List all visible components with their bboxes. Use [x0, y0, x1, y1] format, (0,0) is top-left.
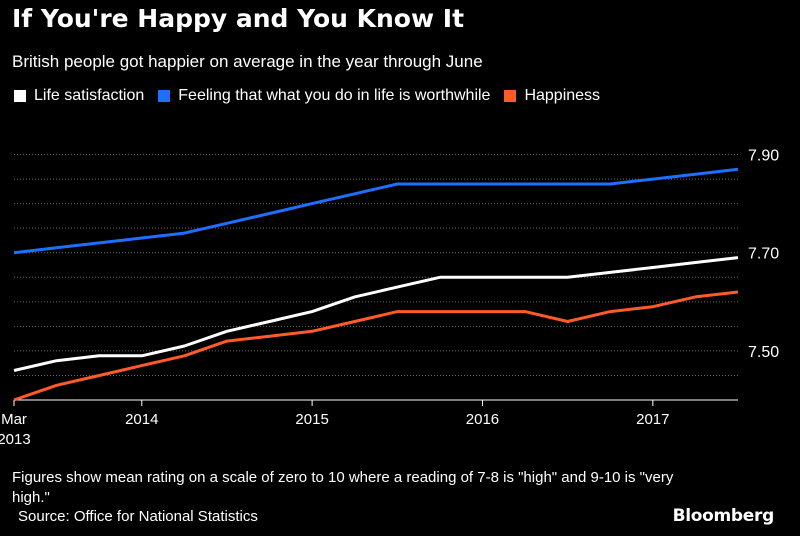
y-tick-label-1: 7.70 — [748, 246, 779, 263]
legend-swatch-happiness — [504, 90, 517, 102]
footnote: Figures show mean rating on a scale of z… — [12, 469, 674, 506]
x-tick-sublabel-0: 2013 — [0, 431, 31, 448]
x-tick-label-4: 2017 — [636, 411, 669, 428]
y-tick-label-2: 7.90 — [748, 148, 779, 165]
series-life-satisfaction-line — [13, 256, 739, 372]
legend-item-worthwhile: Feeling that what you do in life is wort… — [158, 87, 490, 105]
legend: Life satisfaction Feeling that what you … — [14, 86, 614, 106]
chart-subtitle: British people got happier on average in… — [12, 52, 483, 71]
legend-item-life-satisfaction: Life satisfaction — [14, 87, 144, 105]
legend-item-happiness: Happiness — [504, 87, 600, 105]
chart-title: If You're Happy and You Know It — [12, 4, 465, 33]
x-tick-label-1: 2014 — [125, 411, 158, 428]
x-tick-label-3: 2016 — [466, 411, 499, 428]
bloomberg-logo: Bloomberg — [672, 506, 775, 526]
x-tick-label-0: Mar — [1, 411, 27, 428]
legend-label-worthwhile: Feeling that what you do in life is wort… — [178, 87, 491, 104]
source-note: Source: Office for National Statistics — [18, 508, 258, 525]
series-worthwhile-line — [13, 167, 739, 255]
legend-swatch-worthwhile — [158, 90, 171, 102]
series-happiness-line — [13, 290, 739, 402]
x-tick-label-2: 2015 — [295, 411, 328, 428]
legend-label-life-satisfaction: Life satisfaction — [34, 87, 145, 104]
legend-swatch-life-satisfaction — [14, 90, 26, 102]
legend-label-happiness: Happiness — [524, 87, 601, 104]
y-tick-label-0: 7.50 — [748, 344, 779, 361]
